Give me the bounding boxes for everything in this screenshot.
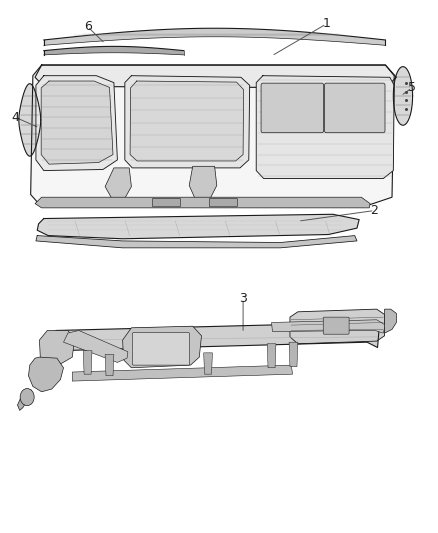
Polygon shape — [105, 168, 131, 198]
Circle shape — [20, 389, 34, 406]
Polygon shape — [189, 166, 217, 198]
Polygon shape — [83, 351, 92, 374]
Polygon shape — [130, 81, 244, 161]
Text: 3: 3 — [239, 292, 247, 305]
FancyBboxPatch shape — [209, 198, 237, 207]
Polygon shape — [72, 365, 293, 381]
Polygon shape — [39, 330, 74, 364]
Polygon shape — [19, 84, 41, 156]
Polygon shape — [28, 357, 64, 392]
Polygon shape — [31, 65, 394, 207]
FancyBboxPatch shape — [261, 83, 324, 133]
Polygon shape — [393, 67, 413, 125]
Polygon shape — [105, 354, 114, 376]
FancyBboxPatch shape — [132, 333, 190, 365]
Polygon shape — [36, 236, 357, 248]
Polygon shape — [44, 46, 184, 55]
Text: 1: 1 — [322, 18, 330, 30]
Polygon shape — [35, 197, 370, 208]
Polygon shape — [272, 320, 385, 333]
Polygon shape — [256, 76, 394, 179]
Polygon shape — [47, 322, 379, 351]
Polygon shape — [385, 309, 396, 333]
FancyBboxPatch shape — [323, 317, 349, 334]
Text: 5: 5 — [408, 82, 416, 94]
Polygon shape — [35, 65, 396, 88]
Polygon shape — [44, 28, 385, 45]
Polygon shape — [37, 214, 359, 239]
Polygon shape — [289, 342, 298, 367]
Text: 4: 4 — [11, 111, 19, 124]
Polygon shape — [290, 309, 385, 344]
Text: 2: 2 — [371, 204, 378, 217]
Polygon shape — [41, 81, 113, 164]
Text: 6: 6 — [84, 20, 92, 33]
Polygon shape — [64, 330, 128, 362]
Polygon shape — [123, 326, 201, 368]
Polygon shape — [204, 353, 212, 374]
FancyBboxPatch shape — [325, 83, 385, 133]
Polygon shape — [18, 390, 32, 410]
Polygon shape — [125, 76, 250, 168]
FancyBboxPatch shape — [152, 198, 180, 207]
Polygon shape — [267, 344, 276, 368]
Polygon shape — [36, 76, 117, 171]
